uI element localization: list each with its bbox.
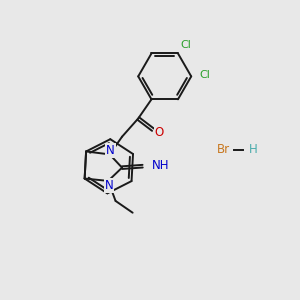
Text: H: H	[249, 143, 257, 157]
Text: N: N	[105, 179, 113, 192]
Text: Cl: Cl	[199, 70, 210, 80]
Text: Br: Br	[217, 143, 230, 157]
Text: NH: NH	[152, 159, 169, 172]
Text: Cl: Cl	[181, 40, 192, 50]
Text: N: N	[106, 144, 115, 158]
Text: O: O	[155, 125, 164, 139]
